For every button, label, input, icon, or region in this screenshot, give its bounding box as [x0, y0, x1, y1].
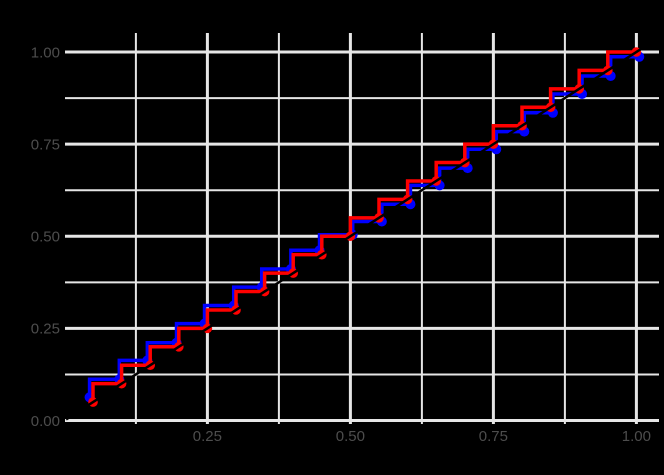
- x-axis-tick-label: 1.00: [622, 428, 651, 445]
- x-axis-tick-label: 0.25: [193, 428, 222, 445]
- y-axis-tick-label: 0.00: [31, 413, 60, 430]
- red-ecdf-step-line: [91, 50, 637, 403]
- y-axis-tick-label: 0.75: [31, 136, 60, 153]
- y-axis-tick-label: 1.00: [31, 44, 60, 61]
- y-axis-tick-label: 0.50: [31, 229, 60, 246]
- y-axis-tick-label: 0.25: [31, 321, 60, 338]
- x-axis-tick-label: 0.50: [336, 428, 365, 445]
- x-axis-tick-label: 0.75: [479, 428, 508, 445]
- identity-line: [65, 37, 658, 421]
